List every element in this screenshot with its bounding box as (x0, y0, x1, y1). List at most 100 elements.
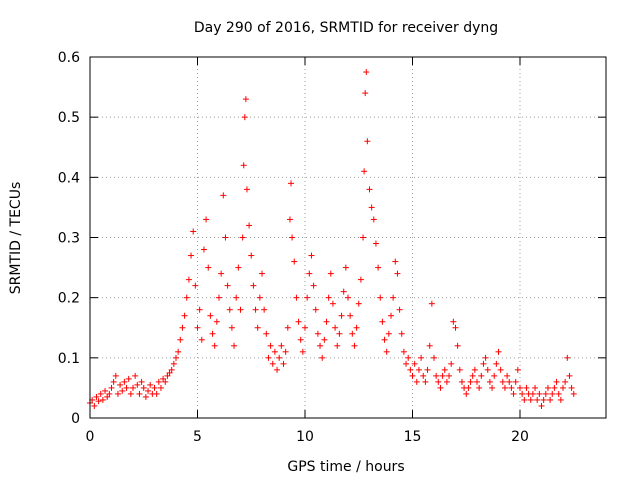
data-point (166, 369, 173, 376)
data-point (409, 372, 416, 379)
data-point (433, 372, 440, 379)
data-point (97, 390, 104, 397)
data-point (216, 294, 222, 301)
data-point (190, 228, 197, 235)
x-tick-label: 20 (511, 429, 529, 445)
data-point (334, 342, 341, 349)
data-point (205, 264, 212, 271)
data-point (93, 393, 100, 400)
data-point (517, 384, 523, 391)
data-point (314, 330, 321, 337)
data-point (284, 324, 291, 331)
data-point (123, 384, 130, 391)
data-point (132, 372, 139, 379)
data-point (271, 348, 278, 355)
data-point (396, 306, 403, 313)
data-point (119, 387, 126, 394)
data-point (562, 378, 569, 385)
data-point (465, 384, 472, 391)
data-point (512, 378, 519, 385)
data-point (379, 318, 386, 325)
data-point (540, 396, 547, 403)
data-point (325, 294, 332, 301)
data-point (536, 390, 543, 397)
data-point (366, 186, 373, 193)
data-point (443, 378, 450, 385)
data-point (179, 324, 186, 331)
data-point (114, 390, 121, 397)
data-point (280, 360, 287, 367)
data-point (235, 264, 242, 271)
data-point (456, 366, 463, 373)
data-point (288, 180, 295, 187)
data-point (317, 342, 324, 349)
data-point (147, 381, 154, 388)
data-point (390, 294, 397, 301)
data-point (276, 354, 283, 361)
data-point (336, 330, 343, 337)
data-point (213, 318, 220, 325)
data-point (226, 306, 233, 313)
data-point (360, 234, 367, 241)
data-point (458, 378, 465, 385)
data-point (557, 396, 564, 403)
data-point (104, 393, 111, 400)
data-point (476, 384, 483, 391)
data-point (426, 342, 433, 349)
data-point (108, 384, 115, 391)
data-point (463, 390, 470, 397)
data-point (564, 354, 571, 361)
data-point (499, 378, 506, 385)
data-point (286, 216, 293, 223)
data-point (297, 336, 304, 343)
data-point (377, 294, 384, 301)
data-point (544, 384, 551, 391)
data-point (529, 390, 536, 397)
data-point (454, 342, 461, 349)
y-tick-label: 0.6 (58, 50, 80, 66)
data-point (155, 378, 162, 385)
data-point (486, 378, 493, 385)
y-tick-label: 0 (71, 411, 80, 427)
data-point (392, 258, 399, 265)
data-point (310, 282, 317, 289)
data-point (222, 234, 229, 241)
data-point (484, 366, 491, 373)
data-point (267, 342, 274, 349)
data-point (254, 324, 261, 331)
y-tick-label: 0.1 (58, 351, 80, 367)
data-point (398, 330, 405, 337)
data-point (480, 360, 487, 367)
data-point (157, 384, 164, 391)
data-point (323, 318, 330, 325)
data-point (207, 312, 214, 319)
data-points (87, 69, 577, 409)
ticks-layer (89, 56, 606, 419)
data-point (130, 384, 136, 391)
data-point (532, 384, 539, 391)
data-point (321, 336, 328, 343)
data-point (553, 378, 560, 385)
y-tick-label: 0.3 (58, 231, 80, 247)
data-point (467, 378, 474, 385)
data-point (538, 402, 545, 409)
data-point (362, 90, 369, 97)
data-point (491, 372, 498, 379)
data-point (289, 234, 296, 241)
data-point (549, 390, 556, 397)
data-point (102, 387, 109, 394)
data-point (95, 398, 102, 405)
data-point (542, 390, 549, 397)
data-point (224, 282, 231, 289)
data-point (327, 270, 334, 277)
y-tick-label: 0.4 (58, 170, 80, 186)
data-point (534, 396, 541, 403)
data-point (220, 192, 227, 199)
data-point (420, 372, 427, 379)
data-point (200, 246, 207, 253)
data-point (256, 294, 263, 301)
data-point (319, 354, 326, 361)
plot-frame (89, 56, 607, 419)
data-point (446, 372, 453, 379)
data-point (196, 306, 203, 313)
